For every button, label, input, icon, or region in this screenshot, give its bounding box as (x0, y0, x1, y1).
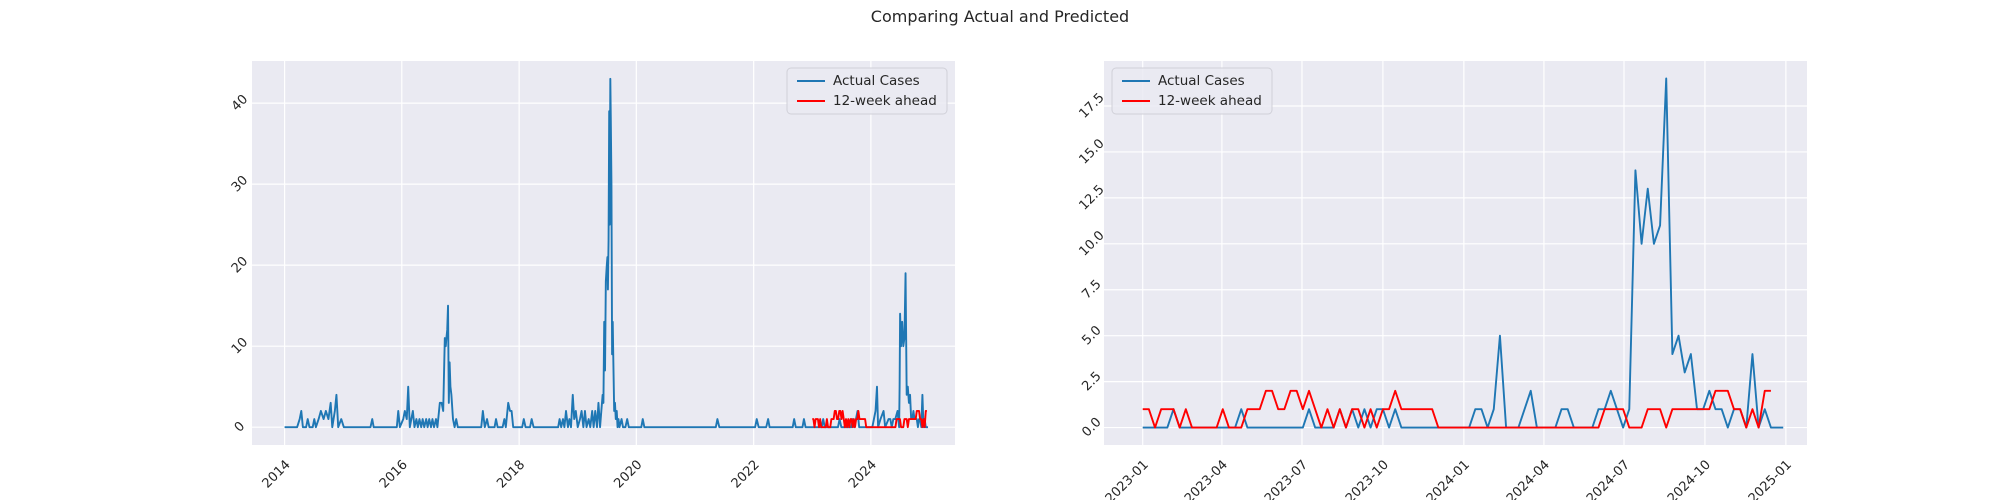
x-tick-label: 2024-04 (1504, 457, 1553, 500)
x-tick-label: 2024-01 (1424, 457, 1473, 500)
y-tick-label: 17.5 (1076, 90, 1107, 121)
x-tick-label: 2018 (494, 457, 528, 491)
x-tick-label: 2024-07 (1584, 457, 1633, 500)
legend: Actual Cases 12-week ahead (786, 67, 948, 115)
x-tick-label: 2023-07 (1262, 457, 1311, 500)
series-line-twelve-week-ahead (812, 410, 927, 429)
plot-area (1104, 61, 1807, 445)
y-tick-label: 2.5 (1079, 369, 1104, 394)
y-tick-label: 15.0 (1076, 136, 1107, 167)
legend-label: 12-week ahead (1158, 93, 1262, 109)
y-tick-label: 7.5 (1079, 277, 1104, 302)
legend-box (786, 67, 948, 115)
y-tick-label: 5.0 (1079, 323, 1104, 348)
legend-label: Actual Cases (1158, 73, 1245, 89)
x-tick-label: 2024-10 (1665, 457, 1714, 500)
legend-label: Actual Cases (833, 73, 920, 89)
x-tick-label: 2023-01 (1103, 457, 1152, 500)
figure-title: Comparing Actual and Predicted (870, 7, 1130, 26)
series-line-actual-cases (284, 77, 929, 429)
y-tick-label: 10.0 (1076, 228, 1107, 259)
x-tick-label: 2014 (260, 457, 294, 491)
x-tick-label: 2025-01 (1746, 457, 1795, 500)
x-tick-label: 2020 (611, 457, 645, 491)
y-tick-label: 30 (229, 173, 251, 195)
x-tick-label: 2023-04 (1182, 457, 1231, 500)
y-tick-label: 10 (229, 335, 251, 357)
y-tick-label: 12.5 (1076, 182, 1107, 213)
y-tick-label: 20 (229, 254, 251, 276)
legend-box (1111, 67, 1273, 115)
x-tick-label: 2023-10 (1343, 457, 1392, 500)
x-tick-label: 2016 (377, 457, 411, 491)
chart-1: 2014 2016 2018 2020 2022 2024 0 10 20 30 40 Actual … (229, 61, 955, 491)
x-tick-label: 2024 (846, 457, 880, 491)
legend-label: 12-week ahead (833, 93, 937, 109)
y-tick-label: 0 (232, 419, 248, 435)
y-tick-label: 0.0 (1079, 415, 1104, 440)
x-tick-label: 2022 (729, 457, 763, 491)
series-line-twelve-week-ahead (1142, 389, 1771, 429)
chart-2: 2023-01 2023-04 2023-07 2023-10 2024-01 2024-… (1076, 61, 1807, 500)
legend: Actual Cases 12-week ahead (1111, 67, 1273, 115)
y-tick-label: 40 (229, 92, 251, 114)
